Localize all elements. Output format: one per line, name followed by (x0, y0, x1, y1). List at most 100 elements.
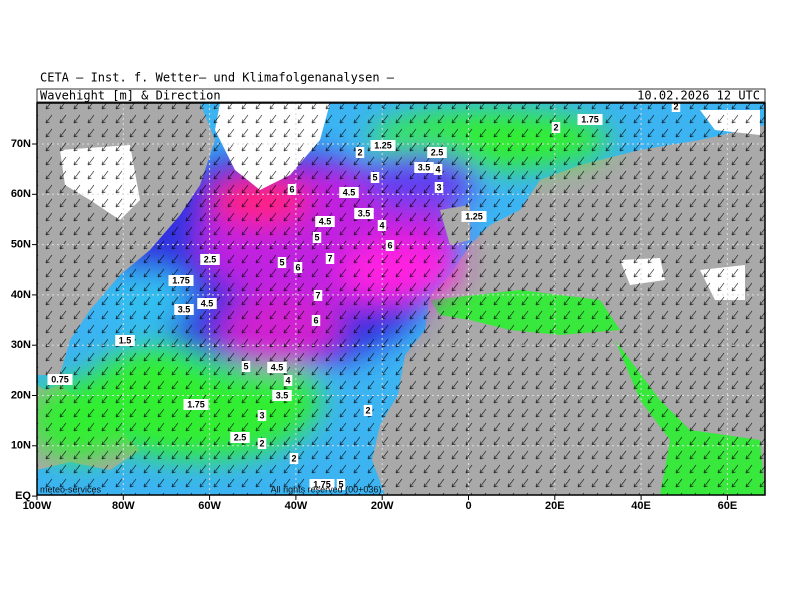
wave-label-box (241, 361, 251, 372)
wave-label-box (355, 147, 365, 158)
subtitle-box (36, 88, 766, 103)
wave-label: 2 (259, 438, 264, 448)
wave-label: 5 (314, 232, 319, 242)
wave-label-box (174, 304, 194, 315)
wave-label: 3 (259, 410, 264, 420)
lon-label: 0 (465, 500, 471, 512)
wave-label: 1.5 (119, 335, 132, 345)
wave-label: 3.5 (418, 162, 431, 172)
map-subtitle: Wavehight [m] & Direction (40, 89, 221, 103)
wave-label: 5 (243, 361, 248, 371)
wave-label-box (551, 122, 561, 133)
wave-label-box (336, 479, 346, 490)
wave-label: 5 (372, 172, 377, 182)
wave-label: 6 (387, 240, 392, 250)
footer-left: meteo-services (40, 484, 102, 494)
wave-label: 7 (315, 290, 320, 300)
wave-label-box (461, 211, 487, 222)
direction-arrows (37, 103, 765, 495)
wave-label-box (267, 362, 287, 373)
wave-label-box (577, 114, 603, 125)
wave-label: 2 (357, 147, 362, 157)
wave-label: 7 (327, 253, 332, 263)
wave-label: 2 (365, 405, 370, 415)
wave-label: 2.5 (431, 147, 444, 157)
wave-label: 4.5 (343, 187, 356, 197)
wave-label-box (272, 390, 292, 401)
wave-label: 2 (673, 101, 678, 111)
wave-label-box (311, 315, 321, 326)
wave-label: 2.5 (234, 432, 247, 442)
wave-label-box (257, 410, 267, 421)
wave-label: 5 (279, 257, 284, 267)
wave-label-box (293, 262, 303, 273)
wave-label-box (377, 220, 387, 231)
wave-label-box (115, 335, 135, 346)
wave-label: 3.5 (276, 390, 289, 400)
wave-label: 2 (553, 122, 558, 132)
wave-label-box (230, 432, 250, 443)
wave-label-box (168, 275, 194, 286)
wave-label-box (277, 257, 287, 268)
wave-label-box (370, 140, 396, 151)
lat-label: 20N (11, 389, 31, 401)
wave-label-box (434, 182, 444, 193)
wave-label: 1.75 (172, 275, 190, 285)
lon-label: 20E (545, 500, 565, 512)
wave-label-box (313, 290, 323, 301)
wave-label: 1.25 (374, 140, 392, 150)
wave-label-box (433, 164, 443, 175)
wave-label: 5 (338, 479, 343, 489)
wave-label-box (289, 453, 299, 464)
wave-label: 2.5 (204, 254, 217, 264)
wave-label-box (671, 103, 681, 112)
wave-label: 4 (285, 375, 290, 385)
wave-label-box (309, 479, 335, 490)
wave-label: 4.5 (201, 298, 214, 308)
wave-label: 2 (291, 453, 296, 463)
lon-label: 40E (631, 500, 651, 512)
wave-label-box (370, 172, 380, 183)
wave-label-box (363, 405, 373, 416)
wave-label-box (200, 254, 220, 265)
wave-label-box (385, 240, 395, 251)
wave-label: 1.75 (187, 399, 205, 409)
lat-label: 40N (11, 289, 31, 301)
wave-label-box (312, 232, 322, 243)
wave-label: 4.5 (271, 362, 284, 372)
wave-label: 3 (436, 182, 441, 192)
wave-label: 4 (379, 220, 384, 230)
axes: 100W 80W 60W 40W 20W 0 20E 40E 60E70N60N50N40N30… (11, 138, 737, 512)
wave-label-box (315, 216, 335, 227)
wave-label: 0.75 (51, 374, 69, 384)
lon-label: 60E (718, 500, 738, 512)
wave-label-box (47, 374, 73, 385)
wave-label: 1.25 (465, 211, 483, 221)
wave-label: 3.5 (358, 208, 371, 218)
lat-label: 10N (11, 440, 31, 452)
wave-label: 4.5 (319, 216, 332, 226)
lat-label: 70N (11, 138, 31, 150)
graticule (37, 103, 765, 495)
lon-label: 40W (285, 500, 308, 512)
wave-label: 1.75 (313, 479, 331, 489)
lat-label: 60N (11, 188, 31, 200)
wave-label: 6 (313, 315, 318, 325)
lat-label: 30N (11, 339, 31, 351)
lat-label: 50N (11, 239, 31, 251)
map-title: CETA – Inst. f. Wetter– und Klimafolgena… (40, 71, 395, 85)
wave-label-box (427, 147, 447, 158)
lon-label: 100W (23, 500, 52, 512)
wave-label: 4 (435, 164, 440, 174)
wave-label: 1.75 (581, 114, 599, 124)
wave-label-box (283, 375, 293, 386)
lon-label: 80W (112, 500, 135, 512)
map-frame (36, 102, 766, 496)
lon-label: 60W (198, 500, 221, 512)
map-date: 10.02.2026 12 UTC (637, 89, 760, 103)
wave-label-box (197, 298, 217, 309)
wave-label-box (354, 208, 374, 219)
